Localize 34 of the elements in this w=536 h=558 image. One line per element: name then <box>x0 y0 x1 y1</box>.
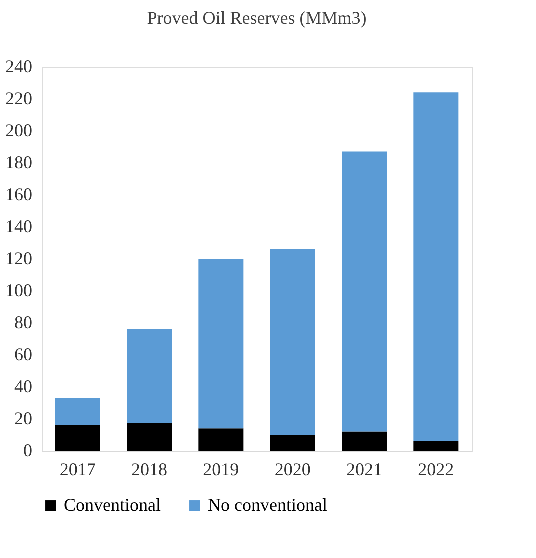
x-tick-label: 2017 <box>60 460 96 480</box>
y-tick-label: 220 <box>6 88 32 108</box>
y-tick-label: 80 <box>14 312 32 332</box>
y-tick-label: 140 <box>6 216 32 236</box>
y-tick-label: 100 <box>6 280 32 300</box>
bar <box>342 432 387 451</box>
bar <box>270 435 316 451</box>
bar <box>198 259 244 429</box>
bar <box>414 441 459 451</box>
legend-label: Conventional <box>64 495 161 515</box>
y-tick-label: 60 <box>14 344 32 364</box>
y-tick-label: 160 <box>6 184 32 204</box>
y-tick-label: 240 <box>6 56 32 76</box>
x-tick-label: 2018 <box>132 460 168 480</box>
bar <box>55 425 100 451</box>
x-tick-label: 2020 <box>274 460 311 480</box>
bar <box>414 92 459 442</box>
y-tick-label: 0 <box>24 440 32 460</box>
bar <box>270 249 316 435</box>
y-tick-label: 40 <box>14 376 32 396</box>
x-tick-label: 2021 <box>346 460 382 480</box>
y-tick-label: 20 <box>14 408 32 428</box>
y-tick-label: 180 <box>6 152 32 172</box>
legend-label: No conventional <box>208 495 328 515</box>
y-tick-label: 200 <box>6 120 32 140</box>
bar <box>198 428 244 451</box>
x-tick-label: 2019 <box>203 460 240 480</box>
bar <box>55 398 100 426</box>
y-tick-label: 120 <box>6 248 32 268</box>
bar <box>127 423 172 451</box>
bar <box>342 152 387 432</box>
x-tick-label: 2022 <box>418 460 454 480</box>
bar <box>127 329 172 423</box>
chart-title: Proved Oil Reserves (MMm3) <box>147 8 367 28</box>
